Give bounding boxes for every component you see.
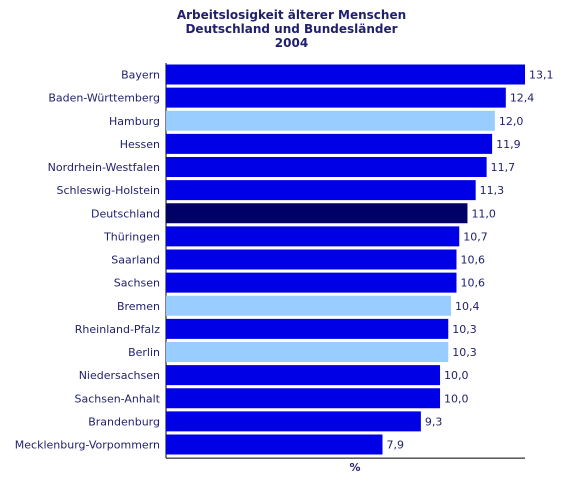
value-label-sachsen: 10,6 xyxy=(460,277,485,290)
category-label-hessen: Hessen xyxy=(120,138,160,151)
value-label-bremen: 10,4 xyxy=(455,300,480,313)
chart-title-line-2: Deutschland und Bundesländer xyxy=(185,22,398,36)
value-label-schleswig-holstein: 11,3 xyxy=(480,184,505,197)
value-label-niedersachsen: 10,0 xyxy=(444,369,469,382)
category-label-brandenburg: Brandenburg xyxy=(88,415,160,428)
chart-title-line-3: 2004 xyxy=(274,36,309,50)
category-label-sachsen-anhalt: Sachsen-Anhalt xyxy=(74,392,160,405)
bar-bremen xyxy=(166,295,452,316)
bar-mecklenburg-vorpommern xyxy=(166,434,383,455)
category-label-saarland: Saarland xyxy=(111,254,160,267)
x-axis-label: % xyxy=(349,461,360,474)
value-label-hamburg: 12,0 xyxy=(499,115,524,128)
value-label-nordrhein-westfalen: 11,7 xyxy=(491,161,515,174)
value-label-baden-württemberg: 12,4 xyxy=(510,92,534,105)
category-label-baden-württemberg: Baden-Württemberg xyxy=(48,92,160,105)
bar-series: Bayern 13,1 Baden-Württemberg 12,4 Hamburg 12… xyxy=(15,64,554,455)
bar-rheinland-pfalz xyxy=(166,318,449,339)
value-label-rheinland-pfalz: 10,3 xyxy=(452,323,477,336)
category-label-niedersachsen: Niedersachsen xyxy=(79,369,160,382)
category-label-rheinland-pfalz: Rheinland-Pfalz xyxy=(75,323,160,336)
category-label-deutschland: Deutschland xyxy=(91,207,160,220)
bar-deutschland xyxy=(166,203,468,224)
category-label-schleswig-holstein: Schleswig-Holstein xyxy=(57,184,160,197)
category-label-mecklenburg-vorpommern: Mecklenburg-Vorpommern xyxy=(15,439,160,452)
bar-nordrhein-westfalen xyxy=(166,157,487,177)
bar-sachsen xyxy=(166,272,457,293)
value-label-bayern: 13,1 xyxy=(529,69,554,82)
bar-schleswig-holstein xyxy=(166,180,476,201)
value-label-deutschland: 11,0 xyxy=(471,207,496,220)
category-label-sachsen: Sachsen xyxy=(114,277,160,290)
value-label-thüringen: 10,7 xyxy=(463,230,488,243)
category-label-bremen: Bremen xyxy=(117,300,160,313)
bar-brandenburg xyxy=(166,411,421,432)
bar-thüringen xyxy=(166,226,460,247)
bar-hessen xyxy=(166,133,493,154)
chart-title-line-1: Arbeitslosigkeit älterer Menschen xyxy=(176,8,407,22)
value-label-mecklenburg-vorpommern: 7,9 xyxy=(386,439,404,452)
bar-baden-württemberg xyxy=(166,87,506,108)
value-label-hessen: 11,9 xyxy=(496,138,521,151)
bar-niedersachsen xyxy=(166,365,441,386)
category-label-hamburg: Hamburg xyxy=(109,115,160,128)
value-label-brandenburg: 9,3 xyxy=(425,415,443,428)
category-label-bayern: Bayern xyxy=(121,69,160,82)
bar-hamburg xyxy=(166,110,495,131)
value-label-saarland: 10,6 xyxy=(460,254,485,267)
value-label-sachsen-anhalt: 10,0 xyxy=(444,392,469,405)
bar-berlin xyxy=(166,342,449,362)
category-label-nordrhein-westfalen: Nordrhein-Westfalen xyxy=(48,161,160,174)
bar-sachsen-anhalt xyxy=(166,388,441,409)
bar-bayern xyxy=(166,64,525,85)
bar-saarland xyxy=(166,249,457,270)
category-label-berlin: Berlin xyxy=(128,346,160,359)
category-label-thüringen: Thüringen xyxy=(103,230,160,243)
value-label-berlin: 10,3 xyxy=(452,346,477,359)
